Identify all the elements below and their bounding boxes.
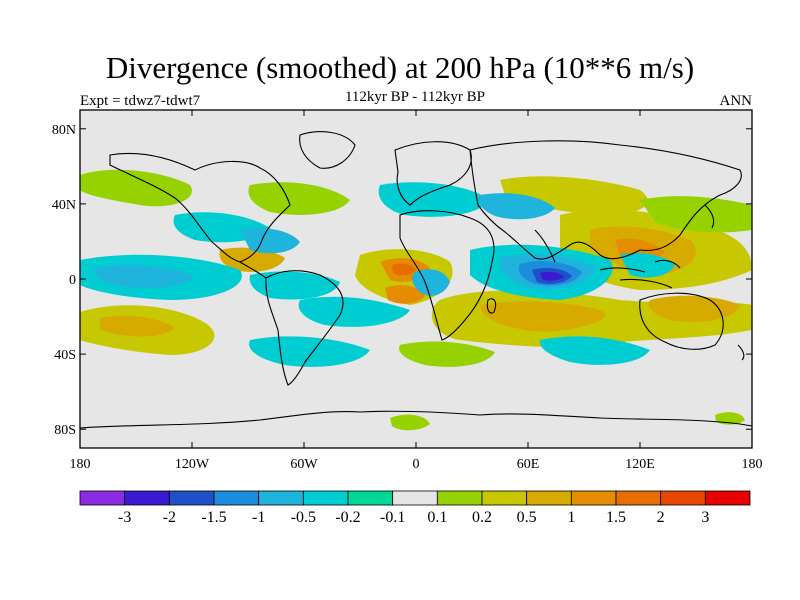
lon-tick-label: 180 bbox=[742, 457, 763, 472]
fill-caribbean-negative bbox=[240, 228, 300, 254]
season-label: ANN bbox=[719, 93, 753, 109]
fill-sh-pacific-positive-core bbox=[100, 315, 175, 337]
coast-antarctica bbox=[80, 410, 752, 429]
longitude-axis: 180 120W 60W 0 60E 120E 180 bbox=[70, 110, 763, 472]
coast-south-america bbox=[265, 270, 344, 386]
colorbar: -3 -2 -1.5 -1 -0.5 -0.2 -0.1 0.1 0.2 0.5 1 1.5 2 3 bbox=[79, 490, 751, 526]
coast-indonesia bbox=[599, 259, 681, 289]
coastlines bbox=[80, 131, 752, 429]
fill-america-positive bbox=[219, 247, 285, 272]
coast-new-zealand bbox=[737, 344, 745, 361]
colorbar-swatch bbox=[213, 490, 260, 506]
lon-tick-label: 120E bbox=[625, 457, 655, 472]
lon-tick-label: 60W bbox=[290, 457, 318, 472]
lat-tick-label: 80N bbox=[52, 123, 76, 138]
lon-tick-label: 60E bbox=[517, 457, 540, 472]
fill-north-pacific-positive bbox=[80, 169, 192, 207]
colorbar-label: -0.2 bbox=[335, 509, 360, 526]
colorbar-swatch bbox=[436, 490, 483, 506]
colorbar-label: -0.5 bbox=[291, 509, 316, 526]
lat-tick-label: 40S bbox=[54, 348, 76, 363]
latitude-axis: 80N 40N 0 40S 80S bbox=[52, 123, 752, 438]
coast-madagascar bbox=[486, 298, 497, 314]
fill-east-pacific-negative bbox=[249, 271, 340, 300]
fill-indian-ocean-neg-min bbox=[540, 272, 564, 281]
colorbar-label: -1.5 bbox=[201, 509, 226, 526]
colorbar-label: 0.5 bbox=[517, 509, 537, 526]
colorbar-swatch bbox=[258, 490, 304, 506]
fill-mideast-negative bbox=[478, 193, 555, 220]
colorbar-swatch bbox=[481, 490, 528, 506]
colorbar-label: 3 bbox=[701, 509, 709, 526]
coast-africa bbox=[399, 210, 495, 341]
colorbar-swatch bbox=[392, 490, 438, 506]
lat-tick-label: 80S bbox=[54, 423, 76, 438]
fill-tropical-pacific-core bbox=[94, 265, 195, 288]
fill-north-atlantic-negative bbox=[378, 182, 490, 217]
colorbar-swatch bbox=[660, 490, 706, 506]
colorbar-label: 0.2 bbox=[472, 509, 492, 526]
coast-japan bbox=[704, 204, 715, 229]
fill-sw-atlantic-positive bbox=[385, 285, 425, 304]
colorbar-label: -0.1 bbox=[380, 509, 405, 526]
colorbar-label: -1 bbox=[252, 509, 265, 526]
fill-tropical-atlantic-negative bbox=[298, 296, 410, 327]
colorbar-swatch bbox=[704, 490, 751, 506]
colorbar-label: -3 bbox=[118, 509, 131, 526]
lat-tick-label: 0 bbox=[69, 273, 76, 288]
colorbar-swatch bbox=[526, 490, 572, 506]
colorbar-swatch bbox=[302, 490, 349, 506]
coast-india bbox=[534, 229, 556, 263]
colorbar-swatch bbox=[168, 490, 215, 506]
fill-atlantic-max bbox=[392, 263, 416, 276]
coast-greenland bbox=[299, 131, 356, 169]
fill-east-asia-positive bbox=[640, 196, 752, 233]
coast-asia bbox=[469, 140, 742, 260]
fill-north-atlantic-positive bbox=[248, 182, 350, 215]
colorbar-label: 2 bbox=[657, 509, 665, 526]
fill-east-antarctic-positive bbox=[715, 412, 745, 425]
fill-south-indian-core bbox=[480, 301, 606, 332]
fill-south-ocean-negative bbox=[539, 336, 650, 365]
colorbar-swatch bbox=[124, 490, 170, 506]
colorbar-swatch bbox=[615, 490, 662, 506]
lat-tick-label: 40N bbox=[52, 198, 76, 213]
coast-europe bbox=[394, 141, 472, 206]
colorbar-swatch bbox=[79, 490, 126, 506]
colorbar-label: 1 bbox=[567, 509, 575, 526]
colorbar-label: -2 bbox=[163, 509, 176, 526]
fill-maritime-negative bbox=[620, 253, 675, 278]
colorbar-swatch bbox=[347, 490, 394, 506]
chart-subtitle: 112kyr BP - 112kyr BP bbox=[344, 89, 485, 105]
experiment-label: Expt = tdwz7-tdwt7 bbox=[80, 93, 201, 109]
fill-australia-positive bbox=[648, 295, 740, 322]
lon-tick-label: 0 bbox=[413, 457, 420, 472]
colorbar-swatch bbox=[570, 490, 617, 506]
coast-north-america bbox=[109, 152, 291, 263]
fill-sh-midlat-positive bbox=[399, 341, 495, 367]
colorbar-label: 0.1 bbox=[427, 509, 447, 526]
lon-tick-label: 180 bbox=[70, 457, 91, 472]
lon-tick-label: 120W bbox=[175, 457, 210, 472]
colorbar-label: 1.5 bbox=[606, 509, 626, 526]
coast-central-america bbox=[239, 261, 267, 279]
chart-title: Divergence (smoothed) at 200 hPa (10**6 … bbox=[105, 50, 695, 85]
fill-antarctic-positive bbox=[390, 414, 430, 431]
coast-australia bbox=[639, 292, 724, 350]
